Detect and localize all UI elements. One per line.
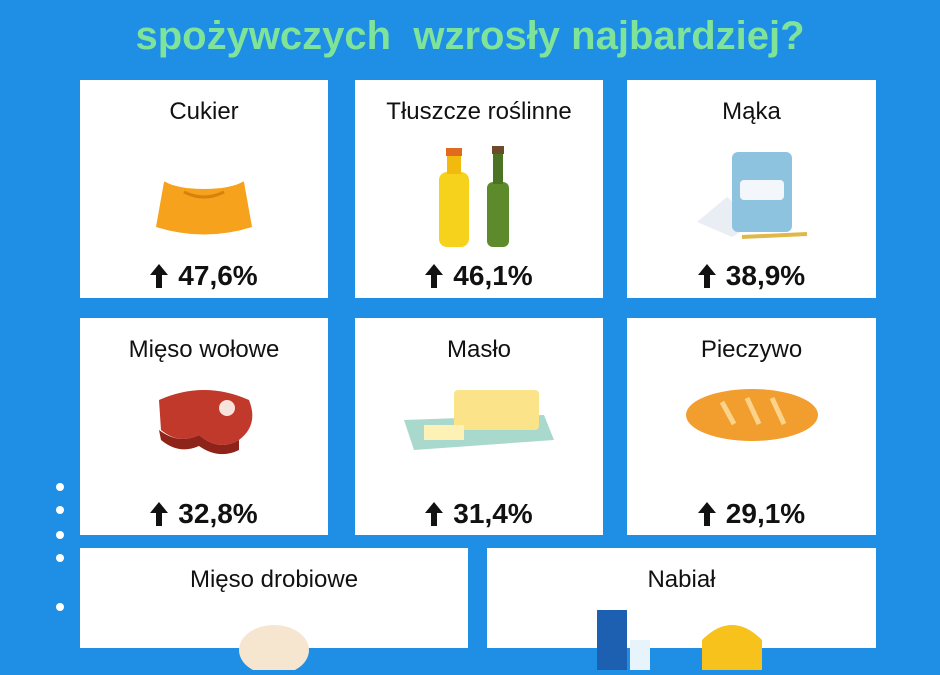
card-name: Mięso wołowe <box>128 336 280 363</box>
up-arrow <box>425 502 444 526</box>
card-name: Mąka <box>722 98 781 125</box>
up-arrow <box>697 502 716 526</box>
card-name: Nabiał <box>647 566 716 593</box>
price-change: 38,9% <box>627 260 876 292</box>
title: spożywczych wzrosły najbardziej? <box>135 14 805 58</box>
dot <box>56 554 64 562</box>
page: spożywczych wzrosły najbardziej? Cukier 4… <box>56 14 876 675</box>
card: Cukier 47,6% <box>80 80 328 298</box>
price-change: 47,6% <box>80 260 328 292</box>
up-arrow <box>150 264 169 288</box>
change-value: 46,1% <box>453 260 533 291</box>
price-change: 31,4% <box>355 498 603 530</box>
change-value: 29,1% <box>725 498 806 529</box>
card: Tłuszcze roślinne 46,1% <box>355 80 603 298</box>
illustration <box>682 380 822 455</box>
up-arrow <box>697 264 716 288</box>
dot <box>56 531 64 539</box>
illustration <box>234 610 314 675</box>
card: Pieczywo 29,1% <box>627 318 876 535</box>
change-value: 38,9% <box>725 260 806 291</box>
change-value: 31,4% <box>453 498 533 529</box>
up-arrow <box>425 264 444 288</box>
illustration <box>394 380 564 465</box>
card-name: Mięso drobiowe <box>189 566 359 593</box>
dot <box>56 483 64 491</box>
card-name: Masło <box>446 336 512 363</box>
card: Masło 31,4% <box>355 318 603 535</box>
card-name: Pieczywo <box>700 336 803 363</box>
card: Mięso drobiowe <box>80 548 468 675</box>
illustration <box>144 142 264 247</box>
up-arrow <box>150 502 169 526</box>
illustration <box>149 380 259 465</box>
price-change: 46,1% <box>355 260 603 292</box>
price-change: 32,8% <box>80 498 328 530</box>
card: Nabiał <box>487 548 876 670</box>
illustration <box>429 142 529 257</box>
dot <box>56 603 64 611</box>
illustration <box>582 610 782 675</box>
change-value: 32,8% <box>178 498 258 529</box>
card: Mięso wołowe 32,8% <box>80 318 328 535</box>
price-change: 29,1% <box>627 498 876 530</box>
card-name: Tłuszcze roślinne <box>386 98 572 125</box>
illustration <box>692 142 812 257</box>
change-value: 47,6% <box>178 260 258 291</box>
card-name: Cukier <box>169 98 239 125</box>
card: Mąka 38,9% <box>627 80 876 298</box>
dot <box>56 506 64 514</box>
